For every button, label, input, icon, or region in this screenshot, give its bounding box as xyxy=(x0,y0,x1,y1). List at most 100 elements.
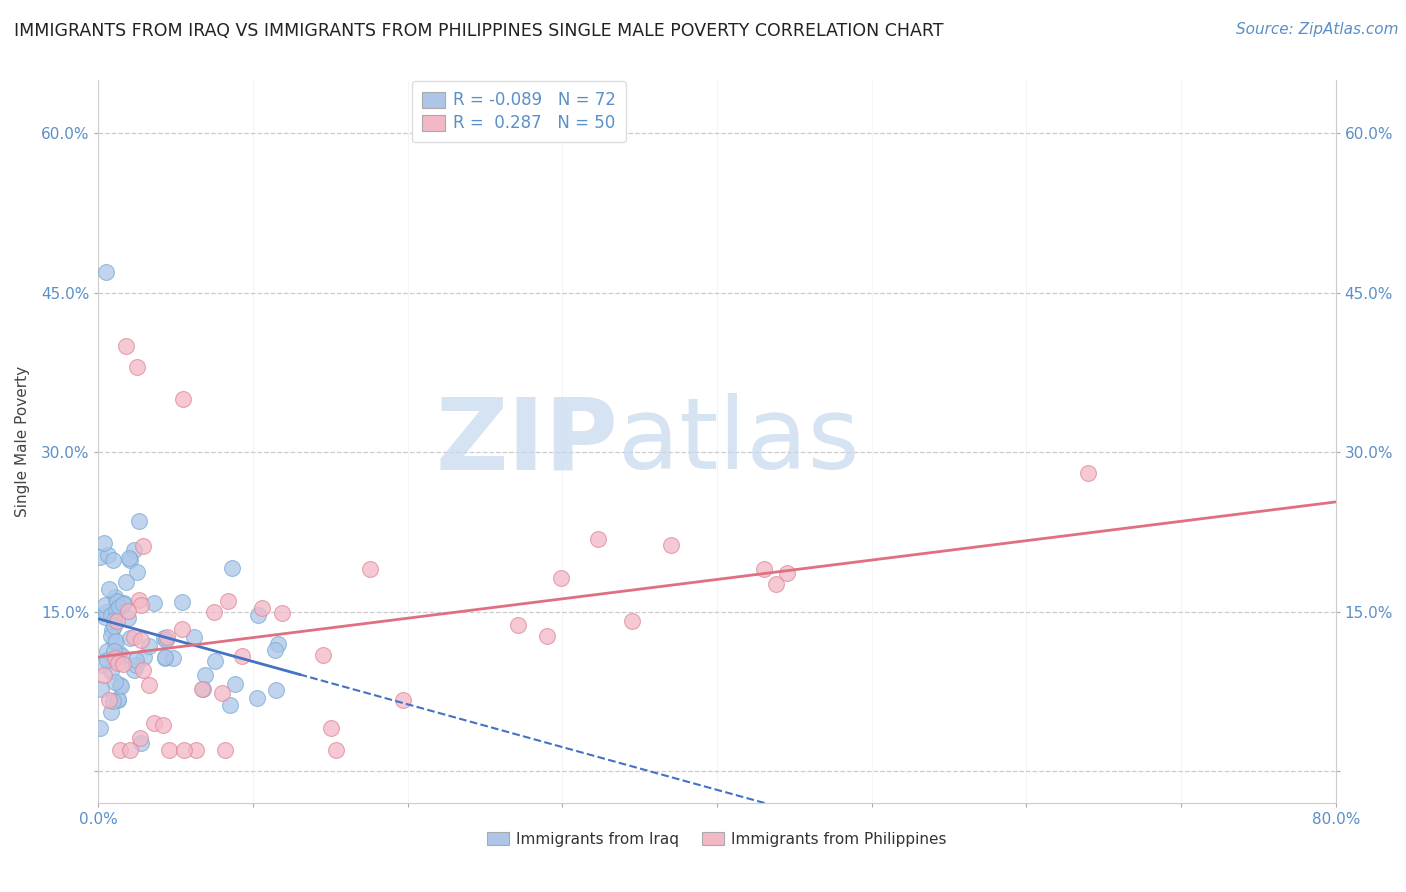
Point xyxy=(392,693,415,707)
Point xyxy=(104,603,127,617)
Point xyxy=(105,614,128,628)
Point xyxy=(129,731,152,745)
Point xyxy=(550,571,572,585)
Point xyxy=(131,663,153,677)
Point xyxy=(143,716,166,731)
Point xyxy=(128,593,150,607)
Point xyxy=(153,631,176,645)
Point xyxy=(100,629,122,643)
Point xyxy=(159,742,181,756)
Point xyxy=(312,648,335,662)
Point xyxy=(97,582,120,596)
Point xyxy=(103,613,125,627)
Point xyxy=(118,631,141,645)
Point xyxy=(263,643,285,657)
Point xyxy=(659,539,682,553)
Point xyxy=(325,742,347,756)
Point xyxy=(103,553,125,567)
Point xyxy=(118,550,141,565)
Point xyxy=(588,533,610,547)
Point xyxy=(224,676,246,690)
Point xyxy=(152,718,174,732)
Point xyxy=(765,576,787,591)
Point xyxy=(108,677,131,691)
Point xyxy=(100,608,122,623)
Point xyxy=(752,562,775,576)
Point xyxy=(191,681,214,696)
Point xyxy=(266,683,288,698)
Point xyxy=(506,618,529,632)
Point xyxy=(184,742,207,756)
Point xyxy=(217,594,239,608)
Point xyxy=(138,678,160,692)
Point xyxy=(231,648,253,663)
Point xyxy=(247,607,270,622)
Point xyxy=(173,742,195,756)
Point xyxy=(122,542,145,557)
Point xyxy=(156,630,179,644)
Point xyxy=(122,630,145,644)
Point xyxy=(93,668,115,682)
Point xyxy=(115,575,138,590)
Point xyxy=(120,553,142,567)
Point xyxy=(153,650,176,665)
Point xyxy=(536,629,558,643)
Point xyxy=(172,392,194,406)
Point xyxy=(110,680,132,694)
Point xyxy=(162,651,184,665)
Point xyxy=(1077,467,1099,481)
Point xyxy=(112,596,135,610)
Point xyxy=(250,600,273,615)
Point xyxy=(142,596,165,610)
Point xyxy=(105,633,128,648)
Point xyxy=(100,664,122,678)
Point xyxy=(775,566,797,580)
Point xyxy=(127,360,149,375)
Point xyxy=(89,549,111,564)
Point xyxy=(89,681,111,696)
Point xyxy=(108,599,131,614)
Y-axis label: Single Male Poverty: Single Male Poverty xyxy=(15,366,30,517)
Point xyxy=(221,560,243,574)
Point xyxy=(321,722,343,736)
Point xyxy=(359,562,381,576)
Point xyxy=(138,639,160,653)
Point xyxy=(155,651,177,665)
Point xyxy=(100,705,122,719)
Point xyxy=(204,654,226,668)
Point xyxy=(183,631,205,645)
Point xyxy=(107,692,129,706)
Point xyxy=(118,742,141,756)
Point xyxy=(104,675,127,690)
Point xyxy=(122,664,145,678)
Point xyxy=(96,653,118,667)
Point xyxy=(128,514,150,528)
Point xyxy=(111,597,134,611)
Point xyxy=(103,619,125,633)
Point xyxy=(170,595,193,609)
Point xyxy=(97,548,120,562)
Point xyxy=(104,591,127,605)
Point xyxy=(108,742,131,756)
Point xyxy=(620,614,643,628)
Point xyxy=(96,643,118,657)
Point xyxy=(270,606,292,620)
Point xyxy=(107,693,129,707)
Point xyxy=(94,605,117,619)
Point xyxy=(100,623,122,637)
Text: Source: ZipAtlas.com: Source: ZipAtlas.com xyxy=(1236,22,1399,37)
Point xyxy=(219,698,242,712)
Point xyxy=(94,598,117,612)
Point xyxy=(111,657,134,671)
Point xyxy=(96,264,118,278)
Point xyxy=(129,598,152,612)
Point xyxy=(105,593,128,607)
Point xyxy=(104,651,127,665)
Point xyxy=(125,653,148,667)
Point xyxy=(129,736,152,750)
Point xyxy=(214,742,236,756)
Point xyxy=(115,339,138,353)
Point xyxy=(94,609,117,624)
Point xyxy=(125,657,148,672)
Point xyxy=(108,646,131,660)
